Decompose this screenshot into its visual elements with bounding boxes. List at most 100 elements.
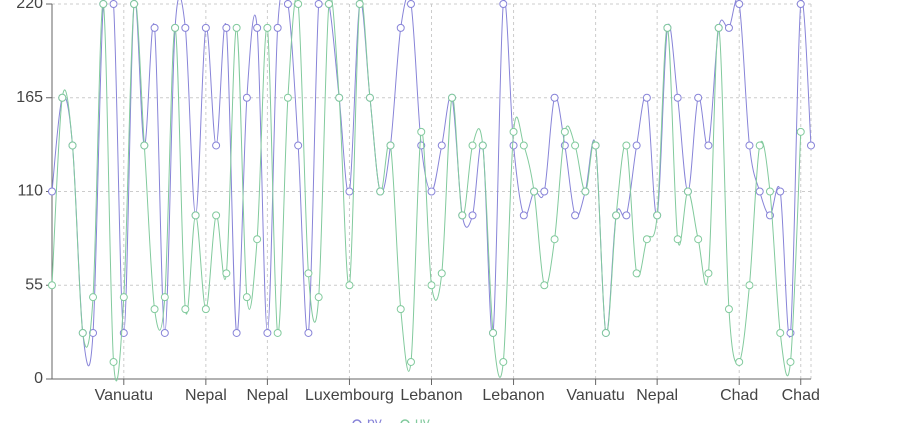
data-point-pv[interactable] (242, 93, 251, 102)
data-point-uv[interactable] (99, 0, 108, 8)
data-point-uv[interactable] (427, 281, 436, 290)
data-point-uv[interactable] (386, 141, 395, 150)
data-point-pv[interactable] (273, 23, 282, 32)
data-point-uv[interactable] (591, 141, 600, 150)
data-point-uv[interactable] (48, 281, 56, 290)
data-point-pv[interactable] (304, 328, 313, 337)
data-point-pv[interactable] (160, 328, 169, 337)
data-point-uv[interactable] (714, 23, 723, 32)
data-point-uv[interactable] (735, 357, 744, 366)
data-point-uv[interactable] (653, 211, 662, 220)
data-point-pv[interactable] (150, 23, 159, 32)
data-point-pv[interactable] (345, 187, 354, 196)
data-point-uv[interactable] (632, 269, 641, 278)
data-point-uv[interactable] (212, 211, 221, 220)
data-point-uv[interactable] (191, 211, 200, 220)
data-point-uv[interactable] (468, 141, 477, 150)
data-point-pv[interactable] (724, 23, 733, 32)
data-point-uv[interactable] (314, 293, 323, 302)
data-point-uv[interactable] (704, 269, 713, 278)
data-point-uv[interactable] (509, 127, 518, 136)
data-point-uv[interactable] (765, 187, 774, 196)
data-point-uv[interactable] (560, 127, 569, 136)
data-point-uv[interactable] (683, 187, 692, 196)
data-point-uv[interactable] (263, 23, 272, 32)
data-point-pv[interactable] (201, 23, 210, 32)
legend-item-pv[interactable]: pv (352, 414, 382, 423)
data-point-uv[interactable] (68, 141, 77, 150)
data-point-uv[interactable] (119, 293, 128, 302)
data-point-pv[interactable] (48, 187, 56, 196)
data-point-uv[interactable] (253, 235, 262, 244)
data-point-pv[interactable] (232, 328, 241, 337)
data-point-uv[interactable] (150, 305, 159, 314)
data-point-pv[interactable] (807, 141, 815, 150)
data-point-pv[interactable] (314, 0, 323, 8)
data-point-uv[interactable] (406, 357, 415, 366)
data-point-pv[interactable] (673, 93, 682, 102)
data-point-uv[interactable] (601, 328, 610, 337)
data-point-uv[interactable] (776, 328, 785, 337)
data-point-pv[interactable] (550, 93, 559, 102)
data-point-uv[interactable] (786, 357, 795, 366)
data-point-uv[interactable] (530, 187, 539, 196)
data-point-pv[interactable] (437, 141, 446, 150)
data-point-pv[interactable] (642, 93, 651, 102)
data-point-pv[interactable] (253, 23, 262, 32)
data-point-pv[interactable] (499, 0, 508, 8)
data-point-uv[interactable] (78, 328, 87, 337)
data-point-pv[interactable] (540, 187, 549, 196)
data-point-pv[interactable] (427, 187, 436, 196)
data-point-uv[interactable] (622, 141, 631, 150)
data-point-uv[interactable] (796, 127, 805, 136)
data-point-pv[interactable] (694, 93, 703, 102)
data-point-uv[interactable] (355, 0, 364, 8)
data-point-uv[interactable] (283, 93, 292, 102)
data-point-pv[interactable] (468, 211, 477, 220)
data-point-uv[interactable] (222, 269, 231, 278)
data-point-uv[interactable] (724, 305, 733, 314)
data-point-uv[interactable] (499, 357, 508, 366)
data-point-uv[interactable] (478, 141, 487, 150)
data-point-uv[interactable] (376, 187, 385, 196)
data-point-pv[interactable] (735, 0, 744, 8)
data-point-pv[interactable] (263, 328, 272, 337)
data-point-uv[interactable] (612, 211, 621, 220)
data-point-uv[interactable] (745, 281, 754, 290)
data-point-uv[interactable] (540, 281, 549, 290)
data-point-uv[interactable] (160, 293, 169, 302)
data-point-uv[interactable] (232, 23, 241, 32)
data-point-uv[interactable] (663, 23, 672, 32)
data-point-pv[interactable] (109, 0, 118, 8)
data-point-pv[interactable] (181, 23, 190, 32)
data-point-uv[interactable] (335, 93, 344, 102)
data-point-pv[interactable] (796, 0, 805, 8)
data-point-uv[interactable] (345, 281, 354, 290)
data-point-uv[interactable] (437, 269, 446, 278)
data-point-pv[interactable] (745, 141, 754, 150)
data-point-uv[interactable] (694, 235, 703, 244)
legend-item-uv[interactable]: uv (400, 414, 430, 423)
data-point-uv[interactable] (130, 0, 139, 8)
data-point-uv[interactable] (304, 269, 313, 278)
data-point-uv[interactable] (58, 93, 67, 102)
data-point-uv[interactable] (519, 141, 528, 150)
data-point-uv[interactable] (294, 0, 303, 8)
data-point-uv[interactable] (324, 0, 333, 8)
data-point-pv[interactable] (222, 23, 231, 32)
data-point-uv[interactable] (242, 293, 251, 302)
data-point-uv[interactable] (550, 235, 559, 244)
data-point-pv[interactable] (776, 187, 785, 196)
data-point-uv[interactable] (273, 328, 282, 337)
data-point-pv[interactable] (89, 328, 98, 337)
data-point-pv[interactable] (212, 141, 221, 150)
data-point-uv[interactable] (673, 235, 682, 244)
data-point-uv[interactable] (181, 305, 190, 314)
data-point-pv[interactable] (632, 141, 641, 150)
data-point-pv[interactable] (571, 211, 580, 220)
data-point-pv[interactable] (509, 141, 518, 150)
data-point-pv[interactable] (406, 0, 415, 8)
data-point-uv[interactable] (489, 328, 498, 337)
data-point-pv[interactable] (704, 141, 713, 150)
data-point-uv[interactable] (89, 293, 98, 302)
